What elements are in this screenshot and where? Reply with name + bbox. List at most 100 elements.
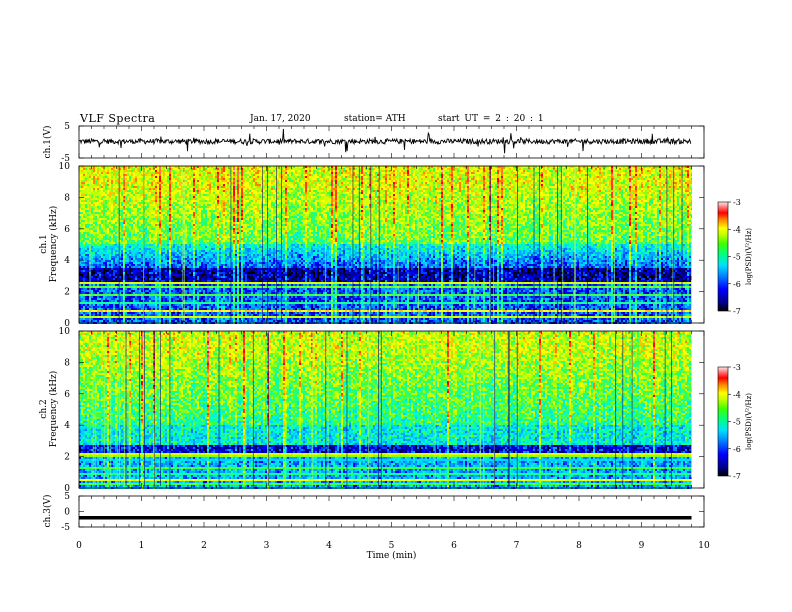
- psd-cell: [149, 184, 151, 186]
- psd-cell: [495, 188, 497, 190]
- psd-cell: [387, 176, 389, 178]
- psd-cell: [185, 180, 187, 182]
- psd-cell: [531, 176, 533, 178]
- psd-cell: [609, 186, 611, 188]
- psd-cell: [155, 176, 157, 178]
- psd-cell: [527, 184, 529, 186]
- psd-cell: [469, 180, 471, 182]
- psd-cell: [241, 178, 243, 180]
- psd-cell: [153, 178, 159, 180]
- psd-cell: [205, 196, 209, 198]
- psd-cell: [107, 188, 109, 190]
- psd-cell: [189, 196, 193, 198]
- psd-cell: [197, 190, 199, 192]
- psd-cell: [235, 180, 237, 182]
- psd-cell: [521, 190, 523, 192]
- psd-cell: [595, 172, 597, 174]
- psd-cell: [235, 172, 237, 174]
- psd-cell: [221, 174, 223, 176]
- psd-cell: [317, 180, 319, 182]
- psd-cell: [101, 180, 103, 182]
- psd-cell: [585, 184, 587, 186]
- psd-cell: [303, 176, 305, 178]
- psd-cell: [581, 168, 583, 170]
- psd-cell: [195, 186, 197, 188]
- psd-cell: [167, 192, 169, 194]
- psd-cell: [537, 190, 539, 192]
- psd-cell: [257, 194, 259, 196]
- psd-cell: [161, 180, 163, 182]
- psd-cell: [191, 192, 195, 194]
- psd-cell: [485, 190, 489, 192]
- psd-cell: [455, 184, 457, 186]
- psd-cell: [297, 170, 301, 172]
- psd-cell: [161, 184, 163, 186]
- psd-cell: [151, 182, 153, 184]
- psd-cell: [687, 172, 689, 174]
- psd-cell: [495, 186, 497, 188]
- psd-cell: [395, 180, 397, 182]
- psd-cell: [627, 172, 629, 174]
- psd-cell: [135, 188, 137, 190]
- psd-cell: [659, 170, 661, 172]
- psd-cell: [685, 188, 689, 190]
- psd-cell: [109, 168, 111, 170]
- psd-cell: [331, 186, 333, 188]
- psd-cell: [407, 190, 409, 192]
- ch1-trace: [79, 129, 691, 154]
- psd-cell: [265, 174, 269, 176]
- psd-cell: [249, 188, 251, 190]
- psd-cell: [535, 188, 537, 190]
- psd-cell: [465, 172, 467, 174]
- psd-cell: [547, 186, 549, 188]
- psd-cell: [207, 172, 211, 174]
- psd-cell: [307, 188, 309, 190]
- psd-cell: [411, 190, 413, 192]
- psd-cell: [651, 170, 653, 172]
- psd-cell: [147, 196, 149, 198]
- psd-cell: [137, 182, 139, 184]
- psd-cell: [411, 180, 413, 182]
- psd-cell: [393, 182, 395, 184]
- psd-cell: [287, 168, 289, 170]
- psd-cell: [289, 172, 291, 174]
- psd-cell: [241, 174, 243, 176]
- psd-cell: [647, 180, 649, 182]
- psd-cell: [527, 186, 529, 188]
- psd-cell: [233, 194, 235, 196]
- psd-cell: [213, 170, 215, 172]
- psd-cell: [509, 176, 511, 178]
- psd-cell: [263, 184, 265, 186]
- psd-cell: [245, 168, 247, 170]
- psd-cell: [411, 172, 413, 174]
- psd-cell: [443, 172, 445, 174]
- psd-cell: [627, 190, 629, 192]
- psd-cell: [317, 178, 319, 180]
- psd-cell: [637, 180, 641, 182]
- psd-cell: [595, 188, 597, 190]
- psd-cell: [87, 174, 89, 176]
- psd-cell: [269, 190, 271, 192]
- psd-cell: [221, 170, 223, 172]
- psd-cell: [393, 176, 395, 178]
- psd-cell: [265, 176, 271, 178]
- psd-cell: [459, 174, 461, 176]
- psd-cell: [101, 174, 105, 176]
- psd-cell: [409, 174, 411, 176]
- psd-cell: [305, 186, 307, 188]
- psd-cell: [501, 182, 503, 184]
- psd-cell: [165, 182, 167, 184]
- psd-cell: [391, 176, 393, 178]
- psd-cell: [241, 182, 243, 184]
- psd-cell: [189, 170, 191, 172]
- psd-cell: [663, 184, 665, 186]
- psd-cell: [625, 184, 629, 186]
- psd-cell: [413, 180, 415, 182]
- psd-cell: [461, 184, 463, 186]
- psd-cell: [265, 178, 269, 180]
- psd-cell: [345, 178, 347, 180]
- psd-cell: [375, 194, 377, 196]
- psd-cell: [425, 184, 427, 186]
- psd-cell: [135, 170, 137, 172]
- psd-cell: [101, 172, 103, 174]
